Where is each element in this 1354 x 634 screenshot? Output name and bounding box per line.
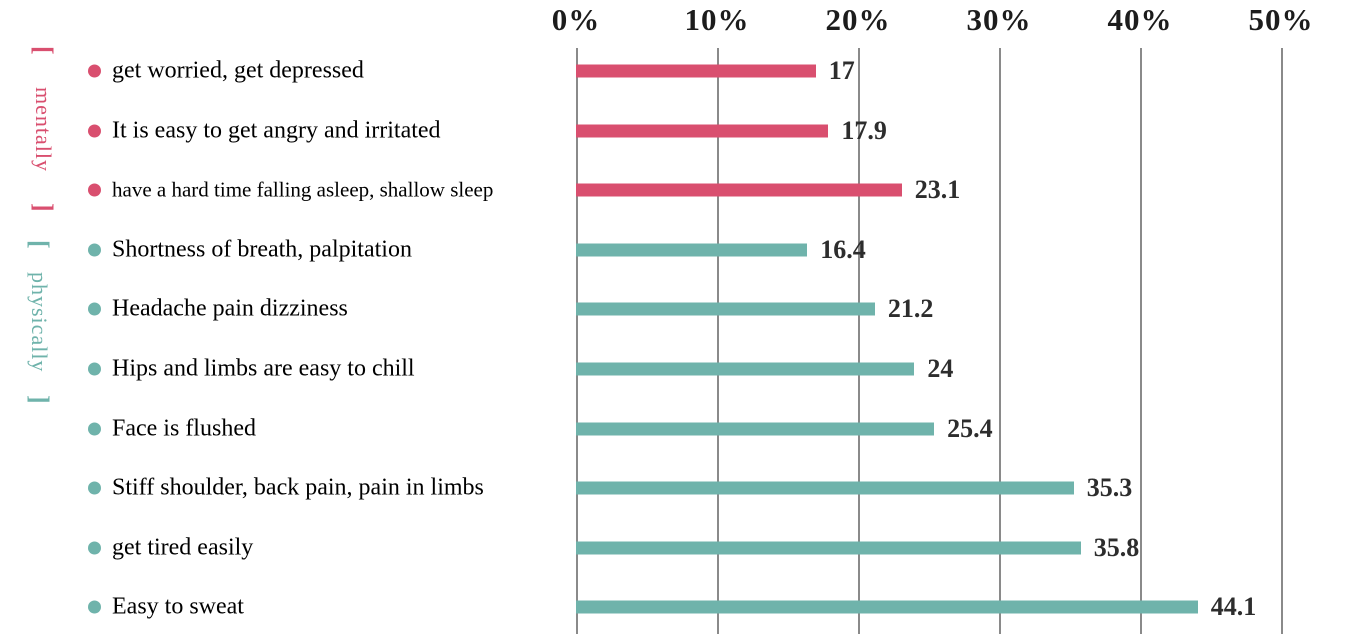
- gridline-50%: [1281, 48, 1283, 634]
- group-label-text: physically: [27, 271, 52, 373]
- category-bullet-icon: [88, 481, 101, 495]
- category-label: Easy to sweat: [112, 593, 244, 620]
- value-label: 21.2: [887, 294, 934, 324]
- category-bullet-icon: [88, 600, 101, 614]
- gridline-0%: [576, 48, 578, 634]
- category-bullet-icon: [88, 64, 101, 78]
- x-tick-label: 20%: [825, 2, 891, 37]
- bracket-open: [: [25, 240, 54, 249]
- bar: [576, 362, 915, 376]
- gridline-20%: [858, 48, 860, 634]
- category-label: Face is flushed: [112, 415, 256, 442]
- gridline-30%: [999, 48, 1001, 634]
- category-bullet-icon: [88, 302, 101, 316]
- value-label: 17.9: [841, 115, 887, 145]
- bar: [576, 183, 902, 197]
- category-label: Shortness of breath, palpitation: [112, 236, 412, 263]
- bar: [576, 243, 808, 257]
- x-tick-label: 0%: [551, 2, 601, 37]
- bracket-open: [: [29, 46, 58, 55]
- category-bullet-icon: [88, 422, 101, 436]
- value-label: 24: [927, 354, 954, 383]
- category-label: Headache pain dizziness: [112, 295, 348, 322]
- bar: [576, 481, 1074, 495]
- group-label-physically: [ physically ]: [24, 240, 54, 404]
- category-label: get worried, get depressed: [112, 57, 364, 84]
- group-label-text: mentally: [31, 86, 56, 172]
- category-bullet-icon: [88, 541, 101, 555]
- bar: [576, 422, 935, 436]
- value-label: 16.4: [820, 234, 866, 264]
- group-label-mentally: [ mentally ]: [28, 46, 58, 212]
- gridline-10%: [717, 48, 719, 634]
- category-label: It is easy to get angry and irritated: [112, 117, 441, 144]
- gridline-40%: [1140, 48, 1142, 634]
- bar: [576, 64, 816, 78]
- category-bullet-icon: [88, 362, 101, 376]
- category-label: have a hard time falling asleep, shallow…: [112, 177, 494, 202]
- bar: [576, 541, 1081, 555]
- category-label: Stiff shoulder, back pain, pain in limbs: [112, 474, 484, 501]
- category-bullet-icon: [88, 183, 101, 197]
- bar: [576, 124, 829, 138]
- bar: [576, 302, 875, 316]
- x-tick-label: 10%: [684, 2, 750, 37]
- x-tick-label: 30%: [966, 2, 1032, 37]
- bar: [576, 600, 1198, 614]
- category-bullet-icon: [88, 124, 101, 138]
- x-tick-label: 40%: [1107, 2, 1173, 37]
- category-bullet-icon: [88, 243, 101, 257]
- bracket-close: ]: [25, 395, 54, 404]
- category-label: get tired easily: [112, 534, 254, 561]
- value-label: 23.1: [914, 175, 961, 205]
- value-label: 35.8: [1093, 532, 1140, 562]
- value-label: 35.3: [1086, 473, 1133, 503]
- value-label: 44.1: [1210, 592, 1257, 622]
- x-tick-label: 50%: [1248, 2, 1314, 37]
- value-label: 17: [828, 56, 855, 85]
- value-label: 25.4: [947, 413, 993, 443]
- category-label: Hips and limbs are easy to chill: [112, 355, 415, 382]
- bracket-close: ]: [29, 203, 58, 212]
